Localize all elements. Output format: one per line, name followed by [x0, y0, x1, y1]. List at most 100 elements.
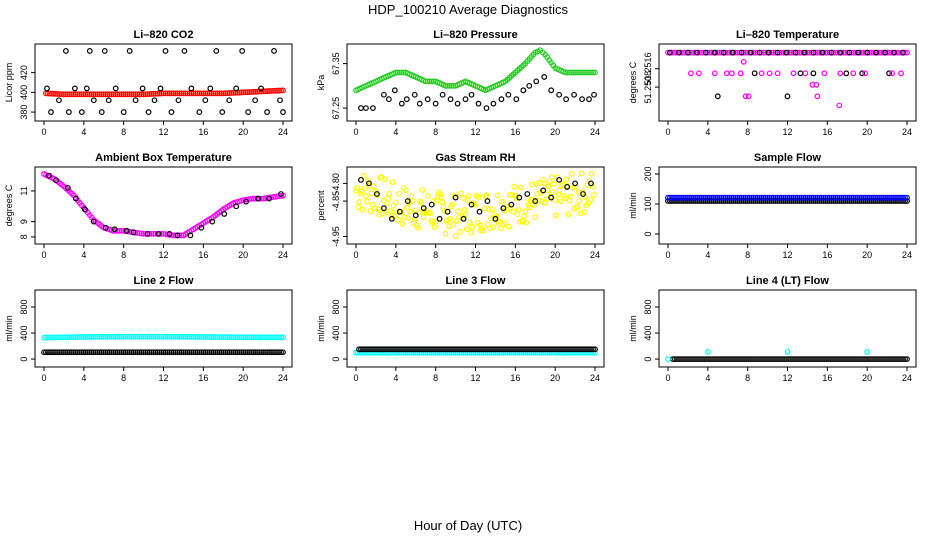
x-tick-label: 0 — [353, 373, 358, 383]
data-point — [427, 210, 434, 217]
data-point — [736, 194, 743, 201]
data-point — [78, 349, 85, 356]
data-point — [230, 349, 237, 356]
data-point — [864, 49, 871, 56]
data-point — [858, 194, 865, 201]
data-point — [359, 349, 365, 356]
data-point — [271, 48, 277, 54]
data-point — [447, 215, 453, 222]
data-point — [228, 349, 235, 356]
data-point — [737, 70, 744, 77]
data-point — [274, 349, 280, 356]
data-point — [222, 349, 229, 356]
data-point — [538, 198, 545, 205]
data-point — [270, 334, 276, 341]
data-point — [214, 349, 221, 356]
data-point — [574, 203, 581, 210]
data-point — [138, 333, 145, 340]
data-point — [854, 194, 861, 201]
data-point — [206, 334, 213, 340]
data-point — [64, 334, 71, 341]
data-point — [886, 70, 892, 77]
panel-line-3-flow: Line 3 Flow ml/min 0 4 8 12 16 20 24 0 400 800 — [316, 275, 605, 383]
data-point — [792, 194, 799, 201]
data-point — [772, 49, 779, 56]
data-point — [102, 224, 109, 231]
data-point — [120, 91, 127, 98]
data-point — [168, 349, 175, 356]
data-point — [59, 91, 65, 98]
data-point — [802, 70, 809, 77]
data-point — [162, 349, 169, 356]
x-tick-label: 24 — [590, 373, 600, 383]
data-point — [190, 90, 197, 97]
panel-title: Sample Flow — [754, 152, 822, 164]
data-point — [202, 334, 209, 340]
data-point — [816, 49, 823, 56]
data-point — [180, 349, 187, 356]
data-point — [394, 349, 401, 356]
data-point — [463, 226, 470, 233]
data-point — [698, 194, 705, 201]
data-point — [272, 349, 278, 356]
y-tick-label: -4.85 — [331, 191, 341, 212]
data-point — [563, 96, 570, 103]
y-tick-label: 400 — [643, 326, 653, 341]
data-point — [704, 49, 711, 56]
y-tick-label: 11 — [19, 186, 29, 195]
data-point — [232, 334, 239, 341]
data-point — [704, 194, 711, 201]
data-point — [100, 333, 107, 340]
data-point — [144, 91, 151, 98]
data-point — [578, 170, 585, 177]
data-point — [94, 349, 101, 356]
data-point — [551, 180, 557, 187]
data-point — [198, 349, 205, 356]
panel-line-2-flow: Line 2 Flow ml/min 0 4 8 12 16 20 24 0 400 800 — [4, 275, 293, 383]
data-point — [679, 194, 685, 201]
data-point — [517, 184, 524, 191]
data-point — [568, 170, 575, 177]
data-point — [804, 194, 811, 201]
data-point — [724, 194, 731, 201]
data-point — [152, 349, 159, 356]
data-point — [72, 91, 79, 98]
data-point — [280, 334, 286, 341]
data-point — [150, 349, 157, 356]
data-point — [175, 97, 182, 104]
data-point — [486, 225, 493, 232]
data-point — [681, 194, 687, 201]
y-tick-label: 400 — [331, 326, 341, 341]
x-tick-label: 8 — [433, 127, 438, 137]
data-point — [762, 49, 769, 56]
data-point — [526, 204, 533, 211]
data-point — [432, 218, 439, 225]
data-point — [202, 90, 209, 97]
data-point — [138, 91, 145, 98]
x-tick-label: 0 — [665, 250, 670, 260]
data-point — [61, 349, 67, 356]
data-point — [541, 74, 548, 80]
data-point — [152, 230, 159, 237]
y-tick-label: 67.25 — [331, 97, 341, 120]
data-point — [256, 349, 263, 356]
y-axis-label: ml/min — [628, 315, 638, 342]
plot-frame — [34, 289, 293, 368]
data-point — [108, 333, 115, 340]
data-point — [428, 201, 435, 208]
data-point — [798, 49, 805, 56]
data-point — [808, 194, 815, 201]
data-point — [369, 349, 375, 356]
data-point — [880, 194, 886, 201]
data-point — [891, 49, 897, 56]
data-point — [403, 204, 410, 211]
data-point — [120, 109, 127, 115]
data-point — [174, 232, 181, 239]
data-point — [260, 334, 266, 341]
data-point — [214, 334, 221, 340]
data-point — [840, 194, 847, 201]
data-point — [371, 205, 378, 212]
data-point — [176, 349, 183, 356]
data-point — [88, 333, 95, 340]
data-point — [483, 105, 490, 111]
